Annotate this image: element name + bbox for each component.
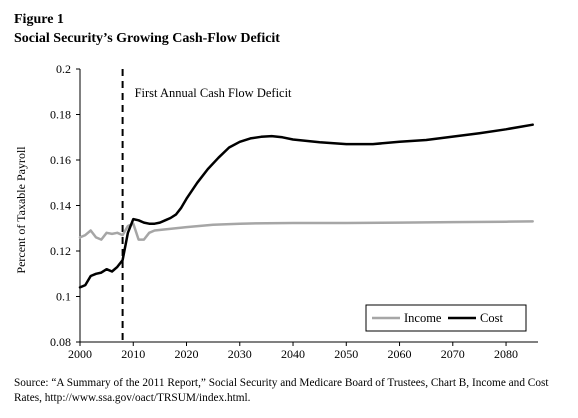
y-tick-label: 0.1 [56,290,71,304]
legend-label-income: Income [404,311,442,325]
chart-axes: 0.08 0.1 0.12 0.14 0.16 0.18 0.2 2000 2010 2020 20… [50,62,538,361]
y-tick-label: 0.2 [56,62,71,76]
x-tick-label: 2050 [334,347,358,361]
x-tick-label: 2070 [441,347,465,361]
annotation-layer: First Annual Cash Flow Deficit [121,69,292,342]
series-line-income [78,220,534,241]
figure-label: Figure 1 [14,12,64,27]
y-axis-label: Percent of Taxable Payroll [14,146,28,274]
x-tick-label: 2040 [281,347,305,361]
x-tick-label: 2060 [388,347,412,361]
y-tick-label: 0.12 [50,244,71,258]
x-tick-label: 2030 [228,347,252,361]
x-tick-label: 2020 [175,347,199,361]
annotation-label: First Annual Cash Flow Deficit [135,86,292,100]
y-tick-label: 0.16 [50,153,71,167]
x-tick-label: 2080 [494,347,518,361]
x-tick-label: 2010 [121,347,145,361]
legend-label-cost: Cost [480,311,503,325]
series-line-cost [78,123,534,289]
source-note: Source: “A Summary of the 2011 Report,” … [14,377,549,404]
y-tick-label: 0.18 [50,108,71,122]
series-lines [78,123,534,289]
chart-legend: Income Cost [365,304,527,332]
y-tick-label: 0.14 [50,199,71,213]
y-tick-label: 0.08 [50,335,71,349]
x-tick-label: 2000 [68,347,92,361]
figure-title: Social Security’s Growing Cash-Flow Defi… [14,31,280,46]
